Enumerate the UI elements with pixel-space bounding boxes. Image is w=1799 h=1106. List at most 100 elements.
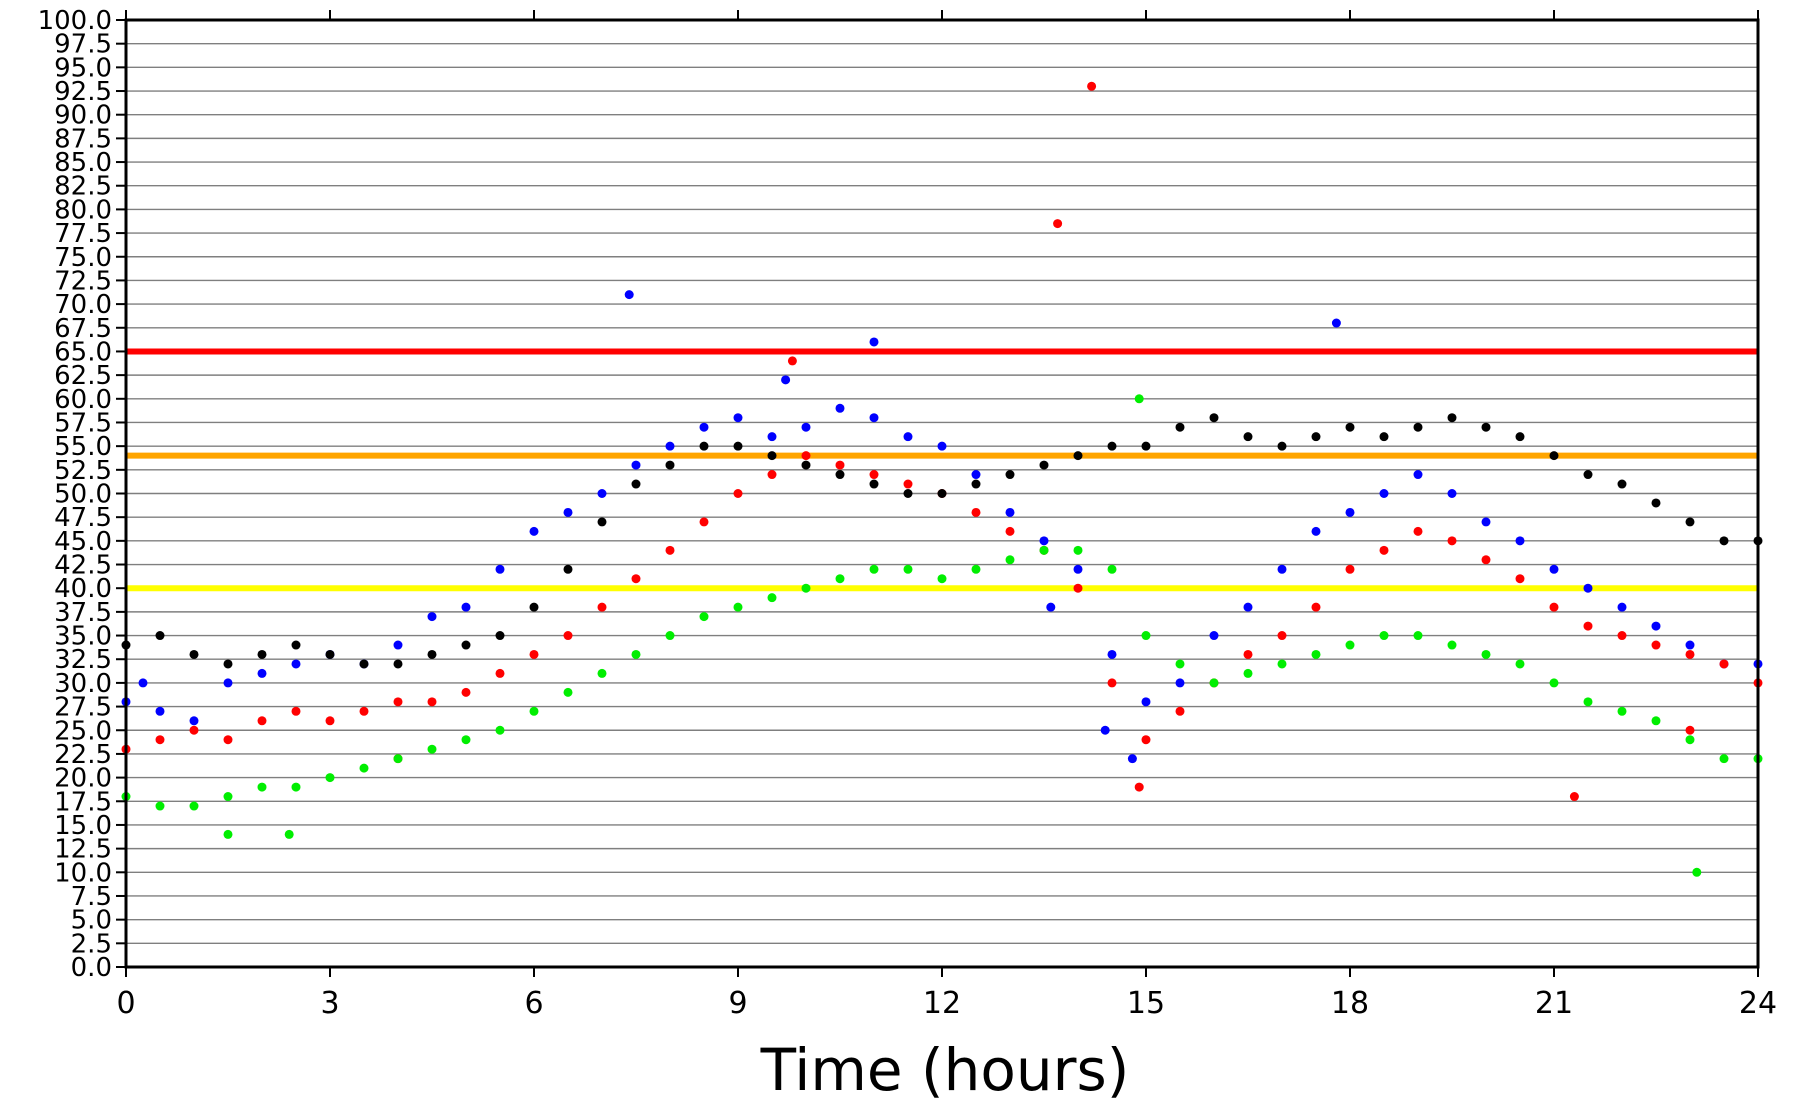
data-point	[1651, 716, 1661, 726]
x-tick-label: 18	[1331, 986, 1369, 1021]
data-point	[1345, 564, 1355, 574]
data-point	[1039, 536, 1049, 546]
data-point	[767, 451, 777, 461]
data-point	[189, 725, 199, 735]
data-point	[1447, 536, 1457, 546]
data-point	[631, 649, 641, 659]
y-tick-label: 5.0	[71, 906, 112, 936]
data-point	[1311, 526, 1321, 536]
y-tick-label: 75.0	[54, 243, 112, 273]
data-point	[1311, 432, 1321, 442]
data-point	[1481, 555, 1491, 565]
series	[121, 81, 1763, 802]
series	[121, 413, 1763, 669]
data-point	[291, 782, 301, 792]
data-point	[427, 744, 437, 754]
y-tick-label: 50.0	[54, 480, 112, 510]
x-tick-label: 9	[728, 986, 747, 1021]
data-point	[665, 460, 675, 470]
data-point	[529, 706, 539, 716]
y-tick-label: 60.0	[54, 385, 112, 415]
y-tick-label: 82.5	[54, 172, 112, 202]
data-point	[869, 413, 879, 423]
y-tick-label: 62.5	[54, 361, 112, 391]
data-point	[291, 706, 301, 716]
data-point	[1345, 507, 1355, 517]
x-tick-label: 24	[1739, 986, 1777, 1021]
data-point	[1277, 441, 1287, 451]
data-point	[257, 668, 267, 678]
data-point	[1073, 564, 1083, 574]
data-point	[223, 792, 233, 802]
data-point	[937, 441, 947, 451]
data-point	[325, 716, 335, 726]
data-point	[1685, 735, 1695, 745]
data-point	[1549, 602, 1559, 612]
data-point	[1141, 441, 1151, 451]
data-point	[665, 441, 675, 451]
data-point	[801, 583, 811, 593]
y-axis: 0.02.55.07.510.012.515.017.520.022.525.0…	[38, 6, 126, 983]
data-point	[495, 631, 505, 641]
data-point	[291, 659, 301, 669]
data-point	[1481, 422, 1491, 432]
data-point	[1617, 479, 1627, 489]
data-point	[1515, 432, 1525, 442]
data-point	[1583, 697, 1593, 707]
data-point	[1447, 489, 1457, 498]
data-point	[1569, 792, 1579, 802]
y-tick-label: 2.5	[71, 929, 112, 959]
data-point	[1046, 602, 1056, 612]
y-tick-label: 70.0	[54, 290, 112, 320]
x-tick-label: 3	[320, 986, 339, 1021]
data-point	[801, 460, 811, 470]
y-tick-label: 100.0	[38, 6, 112, 36]
data-point	[971, 470, 981, 480]
data-point	[1134, 782, 1144, 792]
data-point	[155, 735, 165, 745]
data-point	[869, 479, 879, 489]
data-point	[1549, 564, 1559, 574]
data-point	[869, 564, 879, 574]
data-point	[801, 422, 811, 432]
data-point	[257, 649, 267, 659]
data-point	[1413, 526, 1423, 536]
y-tick-label: 57.5	[54, 408, 112, 438]
data-point	[155, 706, 165, 716]
data-point	[1345, 640, 1355, 650]
data-point	[393, 640, 403, 650]
data-point	[1311, 649, 1321, 659]
data-point	[1515, 536, 1525, 546]
data-point	[529, 526, 539, 536]
data-point	[1073, 451, 1083, 461]
data-point	[1107, 564, 1117, 574]
data-point	[624, 290, 634, 300]
data-point	[1073, 545, 1083, 555]
data-point	[1107, 441, 1117, 451]
data-point	[359, 763, 369, 773]
y-tick-label: 80.0	[54, 195, 112, 225]
data-point	[971, 564, 981, 574]
data-point	[325, 773, 335, 783]
data-point	[1277, 564, 1287, 574]
series	[121, 290, 1763, 764]
data-point	[1134, 394, 1144, 404]
data-point	[699, 441, 709, 451]
data-point	[1005, 526, 1015, 536]
data-point	[1107, 678, 1117, 688]
data-point	[461, 735, 471, 745]
data-point	[1087, 81, 1097, 91]
y-tick-label: 42.5	[54, 551, 112, 581]
data-point	[597, 517, 607, 527]
y-tick-label: 95.0	[54, 53, 112, 83]
data-point	[1107, 649, 1117, 659]
y-tick-label: 7.5	[71, 882, 112, 912]
data-point	[1685, 649, 1695, 659]
data-point	[1583, 583, 1593, 593]
data-point	[1719, 536, 1729, 546]
data-point	[393, 659, 403, 669]
y-tick-label: 72.5	[54, 266, 112, 296]
data-point	[1127, 754, 1137, 764]
y-tick-label: 35.0	[54, 622, 112, 652]
data-point	[1515, 574, 1525, 584]
